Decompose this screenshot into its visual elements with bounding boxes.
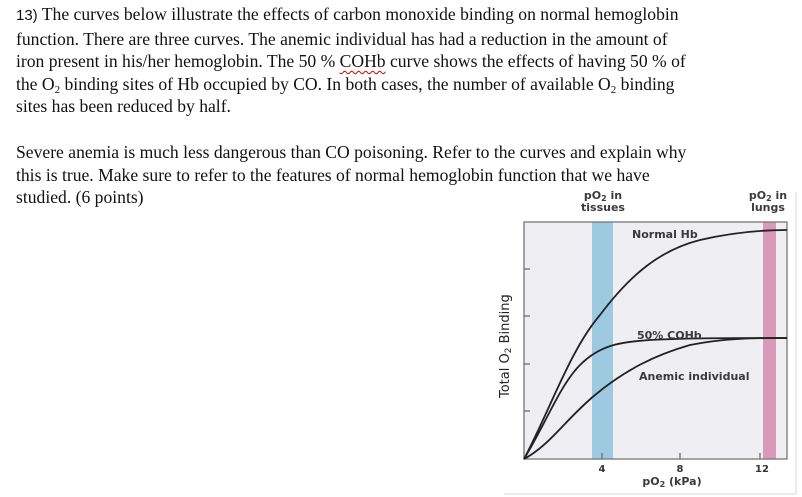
- question-line-1: 13) The curves below illustrate the effe…: [16, 4, 679, 24]
- normal-hb-curve: [523, 229, 788, 460]
- tissues-label: pO2 in tissues: [581, 189, 625, 214]
- x-tick-label-12: 12: [755, 464, 769, 475]
- coh-label: 50% COHb: [637, 329, 702, 342]
- normal-hb-label: Normal Hb: [632, 228, 698, 241]
- oxygen-binding-figure: 4 8 12 pO2 in tissues pO2 in lungs Normal …: [490, 180, 802, 497]
- spellcheck-word[interactable]: COHb: [339, 51, 386, 72]
- question-line-5: sites has been reduced by half.: [16, 96, 231, 117]
- coh-curve: [523, 337, 788, 460]
- x-tick-label-4: 4: [599, 464, 606, 475]
- anemic-curve: [523, 337, 788, 460]
- tissue-band: [592, 222, 613, 459]
- question-line-7: this is true. Make sure to refer to the …: [16, 164, 650, 185]
- question-number: 13): [16, 7, 38, 24]
- x-tick-label-8: 8: [677, 464, 684, 475]
- chart-svg: 4 8 12: [504, 192, 797, 495]
- question-line-4: the O2 binding sites of Hb occupied by C…: [16, 73, 675, 96]
- question-line-8: studied. (6 points): [16, 187, 144, 208]
- question-paragraph-1: 13) The curves below illustrate the effe…: [16, 3, 686, 118]
- question-line-2: function. There are three curves. The an…: [16, 28, 668, 49]
- anemic-label: Anemic individual: [639, 370, 750, 383]
- plot-frame: [523, 221, 788, 460]
- lungs-label: pO2 in lungs: [748, 189, 788, 214]
- question-line-6: Severe anemia is much less dangerous tha…: [16, 142, 687, 162]
- lung-band: [763, 222, 776, 459]
- y-axis-label: Total O2 Binding: [498, 294, 514, 398]
- x-axis-label: pO2 (kPa): [642, 475, 702, 489]
- question-line-3: iron present in his/her hemoglobin. The …: [16, 51, 686, 72]
- question-paragraph-2: Severe anemia is much less dangerous tha…: [16, 141, 686, 209]
